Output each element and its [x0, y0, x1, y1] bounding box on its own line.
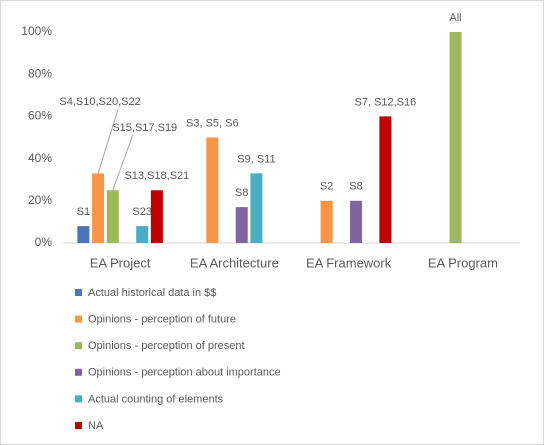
legend-label: NA [88, 420, 104, 432]
data-label: S9, S11 [237, 153, 275, 165]
legend-swatch [75, 422, 82, 429]
bar [235, 207, 248, 243]
data-label: S2 [320, 181, 333, 193]
x-tick-label: EA Project [90, 255, 151, 270]
data-label: S4,S10,S20,S22 [59, 96, 140, 108]
bar [77, 226, 90, 243]
bar [349, 200, 362, 243]
data-label: S13,S18,S21 [124, 170, 189, 182]
legend-label: Actual historical data in $$ [88, 287, 216, 299]
data-label: S7, S12,S16 [354, 96, 416, 108]
bar [250, 173, 263, 243]
legend-swatch [75, 368, 82, 376]
legend-label: Opinions - perception of present [88, 340, 245, 352]
data-label: S3, S5, S6 [186, 117, 239, 129]
legend-label: Opinions - perception of future [88, 314, 236, 326]
bar [379, 116, 392, 243]
x-tick-label: EA Program [428, 255, 498, 270]
y-tick-label: 20% [28, 193, 52, 207]
data-label: All [449, 12, 461, 24]
legend-swatch [75, 395, 82, 403]
data-label: S15,S17,S19 [112, 122, 177, 134]
legend-swatch [75, 289, 82, 296]
x-tick-label: EA Framework [306, 255, 392, 270]
legend-swatch [75, 342, 82, 350]
data-label: S1 [77, 206, 90, 218]
legend-swatch [75, 315, 82, 323]
bar [136, 226, 149, 243]
bar [320, 200, 333, 243]
y-tick-label: 100% [21, 24, 52, 38]
y-tick-label: 60% [28, 109, 52, 123]
bar [106, 190, 119, 243]
legend-label: Actual counting of elements [88, 393, 224, 405]
y-tick-label: 80% [28, 66, 52, 80]
x-tick-label: EA Architecture [190, 255, 279, 270]
data-label: S23 [132, 206, 152, 218]
data-label: S8 [235, 187, 248, 199]
bar [449, 32, 462, 243]
y-tick-label: 0% [35, 235, 53, 249]
legend-label: Opinions - perception about importance [88, 367, 281, 379]
leader-line [112, 134, 134, 191]
bar [206, 137, 219, 243]
bar [92, 173, 105, 243]
y-tick-label: 40% [28, 151, 52, 165]
leader-line [97, 108, 119, 174]
bar [150, 190, 163, 243]
data-label: S8 [349, 181, 362, 193]
